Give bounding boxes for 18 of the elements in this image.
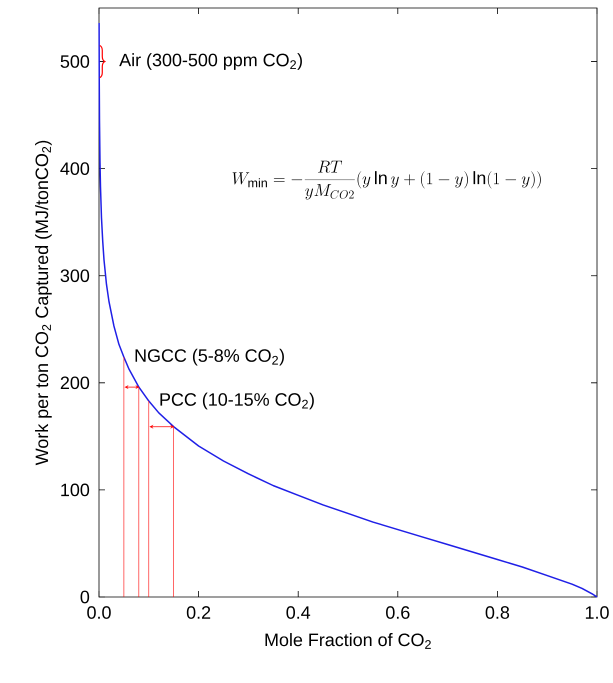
annotation: NGCC (5-8% CO$_{2}$) <box>136 348 284 366</box>
x-tick-label: 1.0 <box>586 606 609 619</box>
y-tick-label: 500 <box>60 55 90 68</box>
y-tick-label: 300 <box>60 269 90 282</box>
y-tick-label: 200 <box>60 376 90 390</box>
y-axis-title: Work per ton CO$_{2}$ Captured (MJ/tonCO$_{2}$) <box>35 140 52 466</box>
annotation: PCC (10-15% CO$_{2}$) <box>160 392 314 410</box>
y-tick-label: 400 <box>60 162 90 175</box>
annotation: $W_{\min} = -\frac{RT}{yM_{CO2}}(y\ln y+(1-y)\ln(1-y))$ <box>232 160 541 200</box>
y-tick-label: 100 <box>61 484 90 496</box>
x-axis-title: Mole Fraction of CO$_{2}$ <box>266 633 431 649</box>
x-tick-label: 0.6 <box>386 606 410 619</box>
x-tick-label: 0.4 <box>286 606 310 619</box>
x-tick-label: 0.0 <box>87 606 111 619</box>
x-tick-label: 0.2 <box>186 606 210 619</box>
x-tick-label: 0.8 <box>486 606 510 619</box>
annotation: Air (300-500 ppm CO$_{2}$) <box>119 53 302 70</box>
y-tick-label: 0 <box>80 590 90 604</box>
